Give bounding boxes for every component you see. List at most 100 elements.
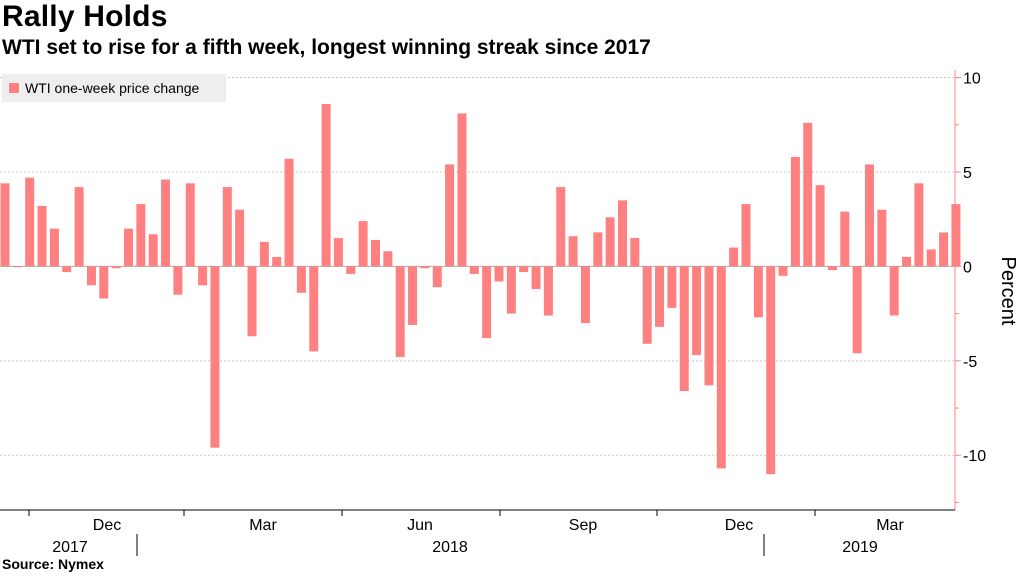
- bar: [865, 164, 874, 267]
- bar: [358, 221, 368, 267]
- bar: [37, 205, 47, 267]
- bar: [49, 228, 59, 267]
- bar: [457, 113, 467, 267]
- bar: [790, 156, 800, 267]
- bar: [395, 266, 405, 358]
- bar: [296, 266, 306, 293]
- x-year-label: 2017: [52, 539, 88, 556]
- bar: [111, 266, 121, 269]
- bar: [889, 266, 899, 316]
- bar: [173, 266, 183, 295]
- bar: [469, 266, 479, 274]
- x-tick-label: Mar: [249, 517, 277, 534]
- bar: [136, 204, 146, 267]
- bar: [12, 266, 22, 268]
- bar: [259, 241, 269, 267]
- bar: [309, 266, 319, 352]
- bar: [0, 183, 10, 267]
- bar: [741, 204, 751, 267]
- bar: [877, 209, 887, 267]
- x-year-label: 2019: [842, 539, 878, 556]
- legend-background: [2, 74, 226, 102]
- bar: [605, 217, 615, 267]
- bar: [86, 266, 96, 286]
- bar: [543, 266, 553, 316]
- x-year-label: 2018: [432, 539, 468, 556]
- bar: [803, 122, 813, 267]
- bar: [939, 232, 949, 267]
- bar: [716, 266, 726, 469]
- bar: [778, 266, 788, 276]
- bar: [222, 187, 232, 267]
- bar: [827, 266, 837, 271]
- bar: [432, 266, 442, 288]
- bar: [556, 187, 566, 267]
- bar: [506, 266, 516, 314]
- bar: [494, 266, 504, 282]
- bar: [272, 256, 282, 267]
- bar: [333, 238, 343, 267]
- legend: WTI one-week price change: [2, 74, 226, 102]
- bar: [124, 228, 133, 267]
- bar: [161, 179, 171, 267]
- bar: [692, 266, 702, 356]
- bar: [408, 266, 418, 325]
- bar: [667, 266, 677, 308]
- y-tick-label: -10: [963, 448, 986, 465]
- bar: [531, 266, 541, 290]
- y-tick-label: 5: [963, 165, 972, 182]
- bar-series: [0, 103, 961, 475]
- x-tick-label: Mar: [876, 517, 904, 534]
- bar: [840, 211, 850, 267]
- x-tick-label: Dec: [93, 517, 121, 534]
- bar: [235, 209, 245, 267]
- bar: [74, 187, 84, 267]
- x-tick-label: Dec: [725, 517, 753, 534]
- x-tick-label: Jun: [407, 517, 433, 534]
- y-axis: 10 5 0 -5 -10: [954, 70, 986, 510]
- bar: [284, 158, 294, 267]
- bar: [642, 266, 652, 344]
- bar: [210, 266, 220, 448]
- legend-label: WTI one-week price change: [25, 80, 200, 96]
- bar: [346, 266, 356, 274]
- bar: [926, 249, 936, 267]
- y-tick-label: 10: [963, 71, 981, 88]
- bar: [951, 204, 961, 267]
- bar: [815, 185, 825, 267]
- bar: [580, 266, 590, 324]
- bar: [902, 256, 912, 267]
- bar: [679, 266, 689, 392]
- bar: [247, 266, 257, 337]
- bar: [655, 266, 665, 327]
- bar: [852, 266, 862, 354]
- source-note: Source: Nymex: [2, 556, 104, 572]
- bar: [321, 103, 331, 267]
- y-tick-label: 0: [963, 259, 972, 276]
- bar: [914, 183, 924, 267]
- chart-title: Rally Holds: [2, 0, 168, 33]
- bar: [593, 232, 603, 267]
- chart-subtitle: WTI set to rise for a fifth week, longes…: [2, 36, 651, 59]
- bar: [445, 164, 455, 267]
- bar: [482, 266, 492, 339]
- x-tick-label: Sep: [569, 517, 598, 534]
- bar: [704, 266, 714, 386]
- bar: [198, 266, 208, 286]
- bar: [383, 251, 393, 267]
- y-axis-label: Percent: [997, 257, 1019, 326]
- bar: [568, 236, 578, 267]
- legend-swatch: [9, 83, 19, 93]
- bar: [729, 247, 739, 267]
- bar: [185, 183, 195, 267]
- bar: [25, 177, 35, 267]
- bar: [62, 266, 72, 273]
- bar: [148, 234, 158, 267]
- x-axis: Dec Mar Jun Sep Dec Mar 2017 2018 2019: [0, 509, 955, 556]
- bar: [420, 266, 430, 269]
- y-tick-label: -5: [963, 354, 977, 371]
- bar: [618, 200, 627, 267]
- bar: [371, 239, 380, 267]
- bar: [519, 266, 529, 273]
